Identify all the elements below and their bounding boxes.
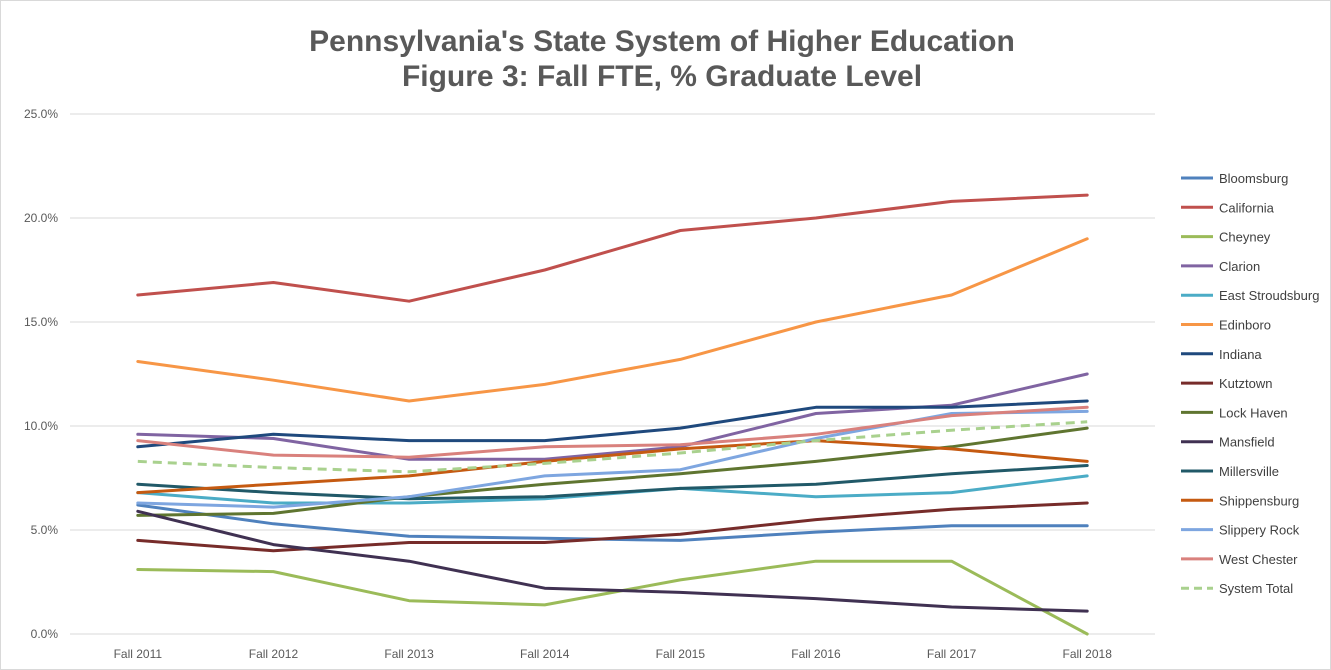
legend-label: Bloomsburg: [1219, 171, 1288, 186]
legend-label: Lock Haven: [1219, 405, 1288, 420]
y-tick-label: 20.0%: [24, 211, 58, 225]
legend-item: Edinboro: [1181, 318, 1271, 333]
y-axis-ticks: 0.0% 5.0% 10.0% 15.0% 20.0% 25.0%: [24, 107, 58, 641]
legend-item: East Stroudsburg: [1181, 288, 1319, 303]
legend-label: System Total: [1219, 581, 1293, 596]
legend-label: Indiana: [1219, 347, 1262, 362]
x-tick-label: Fall 2014: [520, 647, 570, 661]
series-line-california: [136, 193, 1089, 303]
chart-title-line-2: Figure 3: Fall FTE, % Graduate Level: [402, 60, 922, 93]
series-line-system-total: [137, 420, 1088, 474]
legend-item: Indiana: [1181, 347, 1262, 362]
y-tick-label: 15.0%: [24, 315, 58, 329]
legend-label: Millersville: [1219, 464, 1279, 479]
x-axis-ticks: Fall 2011 Fall 2012 Fall 2013 Fall 2014 Fall…: [114, 647, 1113, 661]
legend-item: West Chester: [1181, 552, 1298, 567]
legend-label: Mansfield: [1219, 435, 1275, 450]
legend-item: Millersville: [1181, 464, 1279, 479]
legend-label: Edinboro: [1219, 318, 1271, 333]
x-tick-label: Fall 2015: [656, 647, 706, 661]
x-tick-label: Fall 2013: [384, 647, 434, 661]
series-line-shippensburg: [136, 439, 1089, 495]
series-lines: [136, 193, 1089, 636]
y-tick-label: 0.0%: [31, 627, 59, 641]
legend-item: California: [1181, 200, 1275, 215]
series-line-kutztown: [136, 501, 1089, 553]
series-line-millersville: [136, 464, 1089, 501]
legend-label: Shippensburg: [1219, 493, 1299, 508]
legend-item: System Total: [1181, 581, 1293, 596]
gridlines: [70, 113, 1155, 635]
legend-label: West Chester: [1219, 552, 1298, 567]
legend-item: Bloomsburg: [1181, 171, 1288, 186]
x-tick-label: Fall 2011: [114, 647, 163, 661]
y-tick-label: 10.0%: [24, 419, 58, 433]
chart-title: Pennsylvania's State System of Higher Ed…: [309, 25, 1015, 93]
legend-label: Clarion: [1219, 259, 1260, 274]
series-line-indiana: [136, 399, 1089, 449]
x-tick-label: Fall 2017: [927, 647, 977, 661]
x-tick-label: Fall 2018: [1063, 647, 1113, 661]
legend: Bloomsburg California Cheyney Clarion East S…: [1181, 171, 1319, 596]
series-line-edinboro: [136, 237, 1089, 403]
legend-label: Kutztown: [1219, 376, 1272, 391]
legend-item: Shippensburg: [1181, 493, 1299, 508]
legend-label: California: [1219, 200, 1275, 215]
x-tick-label: Fall 2012: [249, 647, 299, 661]
legend-item: Lock Haven: [1181, 405, 1288, 420]
legend-item: Cheyney: [1181, 230, 1271, 245]
y-tick-label: 5.0%: [31, 523, 59, 537]
chart-title-line-1: Pennsylvania's State System of Higher Ed…: [309, 25, 1015, 58]
legend-label: Slippery Rock: [1219, 523, 1300, 538]
legend-item: Slippery Rock: [1181, 523, 1300, 538]
x-tick-label: Fall 2016: [791, 647, 841, 661]
series-line-west-chester: [136, 405, 1089, 459]
legend-item: Kutztown: [1181, 376, 1272, 391]
series-line-lock-haven: [136, 426, 1089, 517]
legend-label: Cheyney: [1219, 230, 1271, 245]
legend-label: East Stroudsburg: [1219, 288, 1319, 303]
series-line-cheyney: [136, 559, 1089, 636]
series-line-mansfield: [136, 509, 1089, 613]
legend-item: Clarion: [1181, 259, 1260, 274]
y-tick-label: 25.0%: [24, 107, 58, 121]
legend-item: Mansfield: [1181, 435, 1275, 450]
